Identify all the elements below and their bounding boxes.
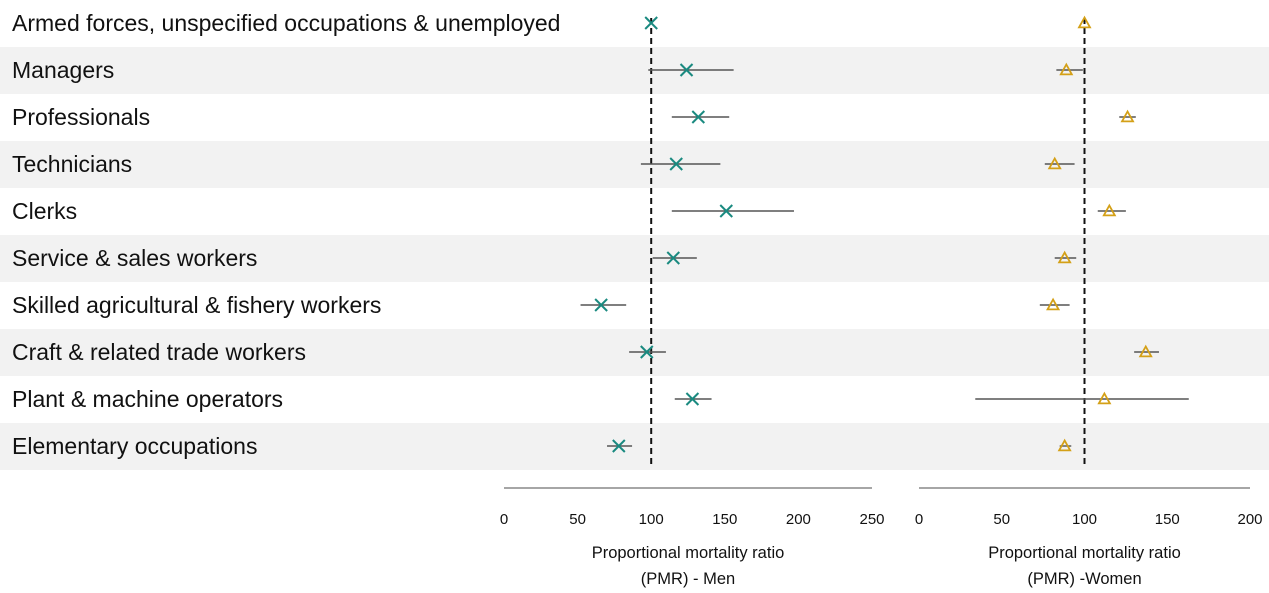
data-point-triangle-marker [1097, 391, 1112, 405]
data-point-triangle-marker [1046, 297, 1061, 311]
women-panel: 0 50 100 150 200 Proportional mortality ratio… [915, 15, 1263, 588]
marker-stroke [685, 392, 700, 406]
x-tick-label: 50 [993, 511, 1010, 528]
data-point-x-marker [685, 392, 700, 406]
marker-stroke [719, 204, 733, 218]
data-point-x-marker [644, 16, 658, 30]
marker-stroke [612, 439, 626, 453]
data-point-triangle-marker [1138, 344, 1153, 358]
men-panel: 0 50 100 150 200 250 Proportional mortality ra… [500, 16, 885, 588]
data-point-x-marker [691, 110, 706, 124]
category-label: Skilled agricultural & fishery workers [12, 292, 381, 318]
marker-stroke [691, 110, 706, 124]
marker-stroke [644, 16, 658, 30]
row-band [0, 141, 1269, 188]
category-label: Plant & machine operators [12, 386, 283, 412]
x-tick-label: 200 [1237, 511, 1262, 528]
category-label: Managers [12, 57, 114, 83]
data-point-x-marker [612, 439, 626, 453]
data-point-triangle-marker [1120, 109, 1135, 123]
x-tick-label: 150 [1155, 511, 1180, 528]
data-point-triangle-marker [1059, 62, 1074, 76]
marker-stroke [669, 157, 683, 171]
category-label: Armed forces, unspecified occupations & … [12, 10, 560, 36]
category-label: Technicians [12, 151, 132, 177]
marker-stroke [666, 251, 680, 265]
x-tick-label: 250 [859, 511, 884, 528]
category-label: Craft & related trade workers [12, 339, 306, 365]
category-label: Elementary occupations [12, 433, 257, 459]
x-tick-label: 50 [569, 511, 586, 528]
marker-stroke [640, 345, 654, 359]
category-label: Professionals [12, 104, 150, 130]
category-labels: Armed forces, unspecified occupations & … [12, 10, 560, 459]
category-label: Clerks [12, 198, 77, 224]
data-point-x-marker [719, 204, 733, 218]
category-label: Service & sales workers [12, 245, 257, 271]
x-axis-title: (PMR) -Women [1027, 570, 1141, 588]
data-point-triangle-marker [1057, 250, 1072, 264]
x-tick-label: 200 [786, 511, 811, 528]
x-axis-title: (PMR) - Men [641, 570, 735, 588]
data-point-x-marker [669, 157, 683, 171]
x-tick-label: 150 [712, 511, 737, 528]
row-band [0, 423, 1269, 470]
x-tick-label: 0 [915, 511, 923, 528]
data-point-x-marker [594, 298, 608, 312]
data-point-triangle-marker [1077, 15, 1092, 29]
marker-stroke [594, 298, 608, 312]
x-axis-title: Proportional mortality ratio [988, 544, 1181, 562]
data-point-triangle-marker [1047, 156, 1062, 170]
data-point-x-marker [679, 63, 694, 77]
marker-stroke [679, 63, 694, 77]
x-tick-label: 100 [639, 511, 664, 528]
data-point-x-marker [640, 345, 654, 359]
x-tick-label: 0 [500, 511, 508, 528]
data-point-x-marker [666, 251, 680, 265]
data-point-triangle-marker [1102, 203, 1117, 217]
data-point-triangle-marker [1057, 438, 1072, 452]
x-tick-label: 100 [1072, 511, 1097, 528]
x-axis-title: Proportional mortality ratio [592, 544, 785, 562]
